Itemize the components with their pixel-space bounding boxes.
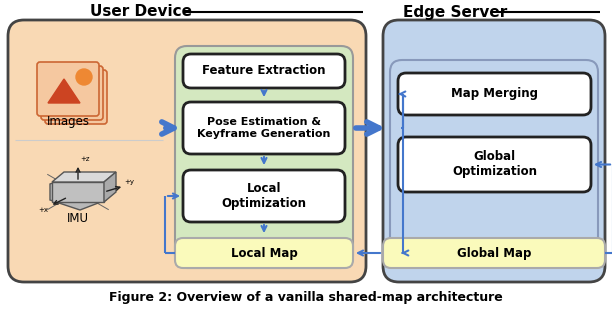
Text: Local
Optimization: Local Optimization: [222, 182, 307, 210]
FancyBboxPatch shape: [383, 238, 605, 268]
Polygon shape: [48, 79, 80, 103]
Text: +z: +z: [80, 156, 89, 162]
Text: Global Map: Global Map: [457, 246, 531, 259]
Text: Global
Optimization: Global Optimization: [452, 150, 537, 179]
Text: Images: Images: [47, 116, 89, 129]
Polygon shape: [50, 174, 106, 210]
FancyBboxPatch shape: [41, 66, 103, 120]
Text: Map Merging: Map Merging: [451, 87, 538, 100]
Text: Local Map: Local Map: [231, 246, 297, 259]
Text: Figure 2: Overview of a vanilla shared-map architecture: Figure 2: Overview of a vanilla shared-m…: [109, 291, 503, 304]
Text: Feature Extraction: Feature Extraction: [202, 64, 326, 78]
FancyBboxPatch shape: [183, 102, 345, 154]
FancyBboxPatch shape: [390, 60, 598, 255]
Circle shape: [76, 69, 92, 85]
Polygon shape: [104, 172, 116, 202]
Text: Edge Server: Edge Server: [403, 5, 507, 20]
FancyBboxPatch shape: [398, 73, 591, 115]
FancyBboxPatch shape: [175, 46, 353, 268]
FancyBboxPatch shape: [398, 137, 591, 192]
FancyBboxPatch shape: [8, 20, 366, 282]
Polygon shape: [52, 172, 116, 182]
Text: +y: +y: [124, 179, 134, 185]
Text: Pose Estimation &
Keyframe Generation: Pose Estimation & Keyframe Generation: [197, 117, 330, 139]
FancyBboxPatch shape: [37, 62, 99, 116]
Text: +x: +x: [38, 207, 48, 213]
Polygon shape: [52, 182, 104, 202]
FancyBboxPatch shape: [383, 20, 605, 282]
Text: User Device: User Device: [90, 5, 192, 20]
FancyBboxPatch shape: [183, 54, 345, 88]
FancyBboxPatch shape: [183, 170, 345, 222]
FancyBboxPatch shape: [175, 238, 353, 268]
FancyBboxPatch shape: [45, 70, 107, 124]
Text: IMU: IMU: [67, 211, 89, 224]
